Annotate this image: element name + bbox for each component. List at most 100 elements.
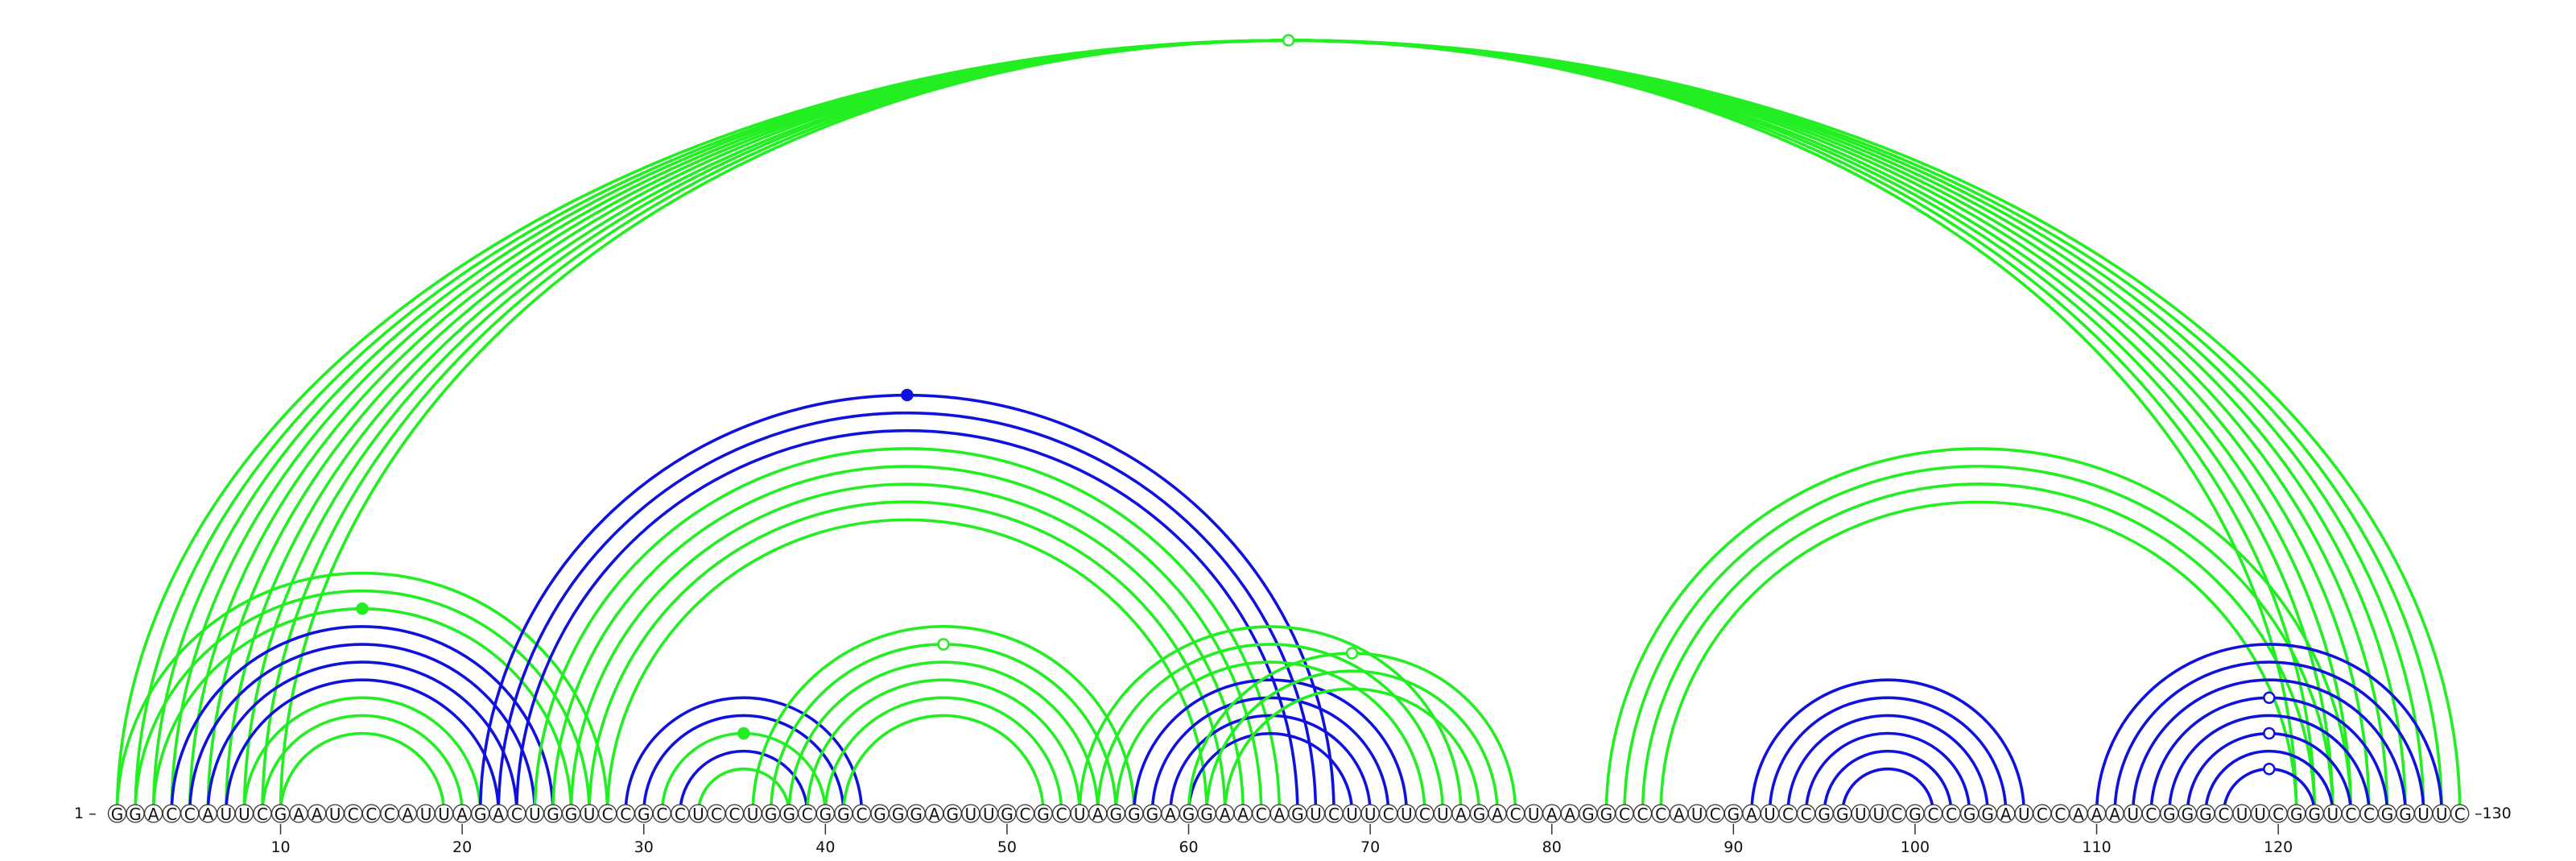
nucleotide-letter: G	[1818, 805, 1831, 824]
base-pair-arc	[2167, 714, 2371, 814]
axis-tick-label: 40	[815, 838, 835, 856]
nucleotide: G	[634, 804, 654, 824]
axis-tick-label: 100	[1901, 838, 1930, 856]
nucleotide-letter: G	[1200, 805, 1213, 824]
base-pair-arc	[225, 678, 501, 814]
nucleotide: G	[2396, 804, 2415, 824]
base-pair-arc	[225, 39, 2353, 814]
nucleotide: A	[1670, 804, 1689, 824]
nucleotide-letter: G	[129, 805, 142, 824]
nucleotide-letter: C	[1801, 805, 1812, 824]
nucleotide-letter: C	[1256, 805, 1267, 824]
arc-marker	[2263, 762, 2276, 776]
nucleotide-letter: U	[1691, 805, 1703, 824]
nucleotide-letter: G	[275, 805, 287, 824]
nucleotide: G	[815, 804, 835, 824]
nucleotide-letter: A	[2091, 805, 2103, 824]
nucleotide-letter: A	[2000, 805, 2012, 824]
nucleotide: A	[1161, 804, 1180, 824]
arc-marker	[737, 726, 750, 740]
nucleotide-letter: C	[2345, 805, 2356, 824]
nucleotide-letter: C	[1510, 805, 1521, 824]
nucleotide-letter: U	[221, 805, 233, 824]
nucleotide: A	[308, 804, 327, 824]
nucleotide-letter: A	[493, 805, 504, 824]
nucleotide-letter: A	[456, 805, 468, 824]
base-pair-arc	[1223, 687, 1481, 814]
nucleotide-letter: C	[2273, 805, 2284, 824]
nucleotide: C	[798, 804, 817, 824]
axis-tick-label: 60	[1179, 838, 1198, 856]
nucleotide-letter: U	[1401, 805, 1413, 824]
nucleotide-letter: G	[2399, 805, 2412, 824]
base-pair-arc	[279, 39, 2298, 814]
nucleotide: C	[1778, 804, 1798, 824]
base-pair-arc	[1840, 768, 1935, 814]
nucleotide-letter: C	[1383, 805, 1394, 824]
nucleotide: G	[543, 804, 563, 824]
nucleotide-letter: C	[729, 805, 741, 824]
nucleotide: C	[724, 804, 745, 824]
nucleotide-letter: A	[1674, 805, 1685, 824]
base-pair-arc	[642, 714, 845, 814]
nucleotide-letter: A	[2109, 805, 2120, 824]
nucleotide: G	[1179, 804, 1199, 824]
nucleotide-letter: C	[2037, 805, 2048, 824]
nucleotide-circle	[2450, 804, 2470, 823]
nucleotide-letter: A	[1165, 805, 1176, 824]
nucleotide: A	[1451, 804, 1471, 824]
nucleotide: U	[580, 804, 599, 824]
nucleotide-letter: G	[1981, 805, 1994, 824]
nucleotide-letter: C	[602, 805, 613, 824]
nucleotide-letter: U	[1310, 805, 1322, 824]
nucleotide: U	[743, 804, 762, 824]
position-axis: 10 20 30 40 50 60 70 80 90 100 110 120	[270, 824, 2293, 856]
nucleotide: G	[834, 804, 853, 824]
base-pair-arc	[824, 696, 1063, 814]
nucleotide: G	[762, 804, 781, 824]
nucleotide-letter: U	[1872, 805, 1885, 824]
nucleotide-letter: A	[293, 805, 304, 824]
nucleotide-letter: U	[2436, 805, 2448, 824]
base-pair-arcs	[115, 34, 2462, 814]
nucleotide-letter: A	[202, 805, 213, 824]
nucleotide-letter: G	[2290, 805, 2303, 824]
nucleotide: G	[1106, 804, 1125, 824]
base-pair-arc	[188, 39, 2389, 814]
nucleotide-letter: G	[1728, 805, 1740, 824]
nucleotide: G	[943, 804, 962, 824]
nucleotide: U	[1306, 804, 1326, 824]
nucleotide: U	[2432, 804, 2451, 824]
nucleotide: C	[852, 804, 872, 824]
nucleotide-letter: G	[873, 805, 886, 824]
axis-tick-label: 90	[1724, 838, 1743, 856]
nucleotide: G	[2160, 804, 2179, 824]
nucleotide: C	[1633, 804, 1653, 824]
base-pair-arc	[188, 643, 537, 814]
nucleotide-letter: U	[1364, 805, 1377, 824]
nucleotide: G	[779, 804, 799, 824]
nucleotide: A	[398, 804, 418, 824]
base-pair-arc	[1187, 731, 1354, 814]
axis-tick-label: 30	[634, 838, 654, 856]
nucleotide-letter: C	[2218, 805, 2229, 824]
nucleotide-letter: G	[782, 805, 795, 824]
nucleotide-letter: G	[1037, 805, 1050, 824]
nucleotide: U	[1524, 804, 1543, 824]
base-pair-arc	[751, 625, 1136, 814]
nucleotide: A	[452, 804, 472, 824]
nucleotide-letter: C	[711, 805, 722, 824]
base-pair-arc	[261, 714, 464, 814]
nucleotide-letter: A	[1492, 805, 1503, 824]
nucleotide-letter: U	[2326, 805, 2339, 824]
nucleotide-letter: A	[1746, 805, 1757, 824]
nucleotide: G	[270, 804, 291, 824]
sequence-end-label: –130	[2475, 805, 2512, 822]
nucleotide-letter: C	[1328, 805, 1340, 824]
axis-tick-label: 70	[1360, 838, 1380, 856]
nucleotide: C	[616, 804, 635, 824]
nucleotide: A	[2087, 804, 2107, 824]
nucleotide-letter: U	[238, 805, 250, 824]
axis-tick-label: 50	[997, 838, 1017, 856]
